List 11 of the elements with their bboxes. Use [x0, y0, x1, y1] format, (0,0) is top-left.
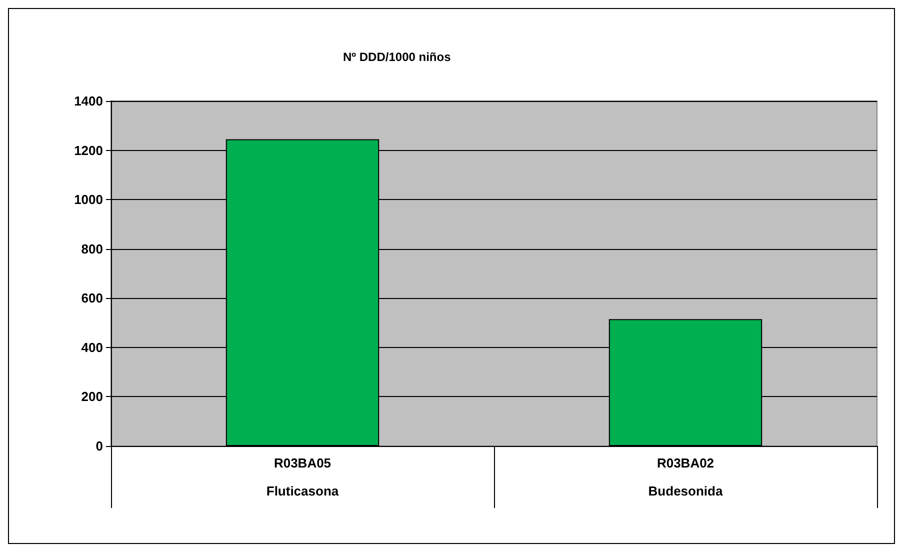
- y-tick-label: 1000: [74, 192, 103, 208]
- y-tick-label: 800: [81, 241, 103, 256]
- y-tick-label: 400: [81, 340, 103, 355]
- chart-title: Nº DDD/1000 niños: [343, 50, 452, 64]
- x-tick-label: R03BA05 Fluticasona: [266, 456, 340, 498]
- x-tick-label: R03BA02 Budesonida: [648, 456, 724, 498]
- y-tick-label: 200: [81, 389, 103, 404]
- y-tick-label: 600: [81, 290, 103, 306]
- y-tick-label: 1400: [74, 94, 103, 108]
- y-tick-label: 1200: [74, 142, 103, 158]
- y-tick-label: 0: [96, 438, 103, 454]
